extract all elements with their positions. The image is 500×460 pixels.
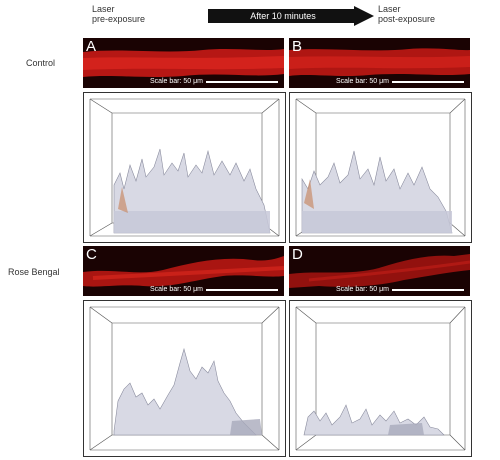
scale-bar-a: Scale bar: 50 μm	[150, 78, 278, 85]
scale-bar-line-c	[206, 288, 278, 291]
pre-exposure-header: Laser pre-exposure	[92, 4, 145, 24]
post-exposure-header: Laser post-exposure	[378, 4, 435, 24]
post-exposure-line2: post-exposure	[378, 14, 436, 24]
fluorescence-image-c	[83, 246, 284, 296]
pre-exposure-line1: Laser	[92, 4, 115, 14]
surface-plot-graphic-a	[89, 98, 280, 237]
scale-bar-label-b: Scale bar: 50 μm	[335, 78, 389, 85]
scale-bar-label-a: Scale bar: 50 μm	[149, 78, 203, 85]
fluorescence-image-b	[289, 38, 470, 88]
panel-letter-c: C	[86, 246, 97, 263]
post-exposure-line1: Laser	[378, 4, 401, 14]
micrograph-c: C Scale bar: 50 μm	[83, 246, 284, 296]
scale-bar-c: Scale bar: 50 μm	[150, 286, 278, 293]
row-label-rose-bengal: Rose Bengal	[8, 267, 60, 277]
fluorescence-image-a	[83, 38, 284, 88]
micrograph-b: B Scale bar: 50 μm	[289, 38, 470, 88]
surface-plot-c	[83, 300, 286, 457]
scale-bar-line-a	[206, 80, 278, 83]
micrograph-d: D Scale bar: 50 μm	[289, 246, 470, 296]
scale-bar-d: Scale bar: 50 μm	[336, 286, 464, 293]
micrograph-a: A Scale bar: 50 μm	[83, 38, 284, 88]
scale-bar-line-d	[392, 288, 464, 291]
surface-plot-a	[83, 92, 286, 243]
row-label-control: Control	[26, 58, 56, 68]
scale-bar-label-d: Scale bar: 50 μm	[335, 286, 389, 293]
arrow-label: After 10 minutes	[250, 11, 316, 21]
panel-letter-d: D	[292, 246, 303, 263]
arrow-right-icon	[208, 6, 374, 26]
scale-bar-b: Scale bar: 50 μm	[336, 78, 464, 85]
surface-plot-graphic-d	[295, 306, 466, 451]
surface-plot-d	[289, 300, 472, 457]
scale-bar-label-c: Scale bar: 50 μm	[149, 286, 203, 293]
panel-letter-b: B	[292, 38, 303, 55]
pre-exposure-line2: pre-exposure	[92, 14, 146, 24]
surface-plot-b	[289, 92, 472, 243]
surface-plot-graphic-c	[89, 306, 280, 451]
panel-letter-a: A	[86, 38, 97, 55]
surface-plot-graphic-b	[295, 98, 466, 237]
scale-bar-line-b	[392, 80, 464, 83]
fluorescence-image-d	[289, 246, 470, 296]
time-arrow: After 10 minutes	[208, 6, 374, 26]
